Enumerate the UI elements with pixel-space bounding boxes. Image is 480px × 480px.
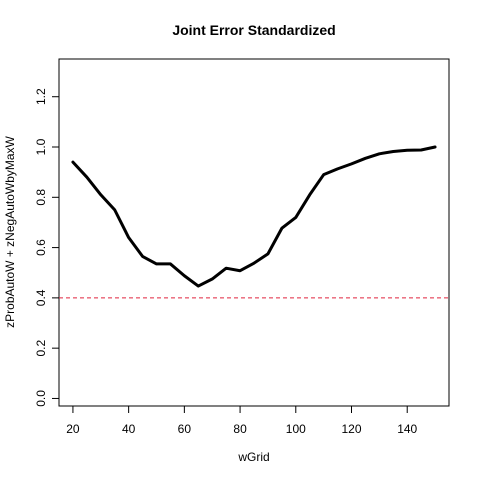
plot-frame (58, 58, 450, 407)
series-line (71, 145, 437, 288)
y-tick-label: 1.2 (34, 88, 48, 105)
y-tick-label: 1.0 (34, 138, 48, 155)
x-tick-label: 80 (233, 422, 247, 436)
x-tick-label: 20 (66, 422, 80, 436)
x-tick-label: 40 (122, 422, 136, 436)
chart-title: Joint Error Standardized (172, 22, 335, 38)
x-tick-label: 60 (178, 422, 192, 436)
x-tick-label: 140 (397, 422, 417, 436)
x-axis: 20 40 60 80 100 120 140 (66, 406, 418, 436)
x-axis-label: wGrid (237, 450, 269, 464)
y-tick-label: 0.6 (34, 239, 48, 256)
x-tick-label: 120 (341, 422, 361, 436)
y-axis-label: zProbAutoW + zNegAutoWbyMaxW (3, 135, 17, 327)
y-axis: 0.0 0.2 0.4 0.6 0.8 1.0 1.2 (34, 88, 59, 407)
x-tick-label: 100 (286, 422, 306, 436)
y-tick-label: 0.2 (34, 340, 48, 357)
y-tick-label: 0.8 (34, 189, 48, 206)
y-tick-label: 0.4 (34, 289, 48, 306)
y-tick-label: 0.0 (34, 390, 48, 407)
